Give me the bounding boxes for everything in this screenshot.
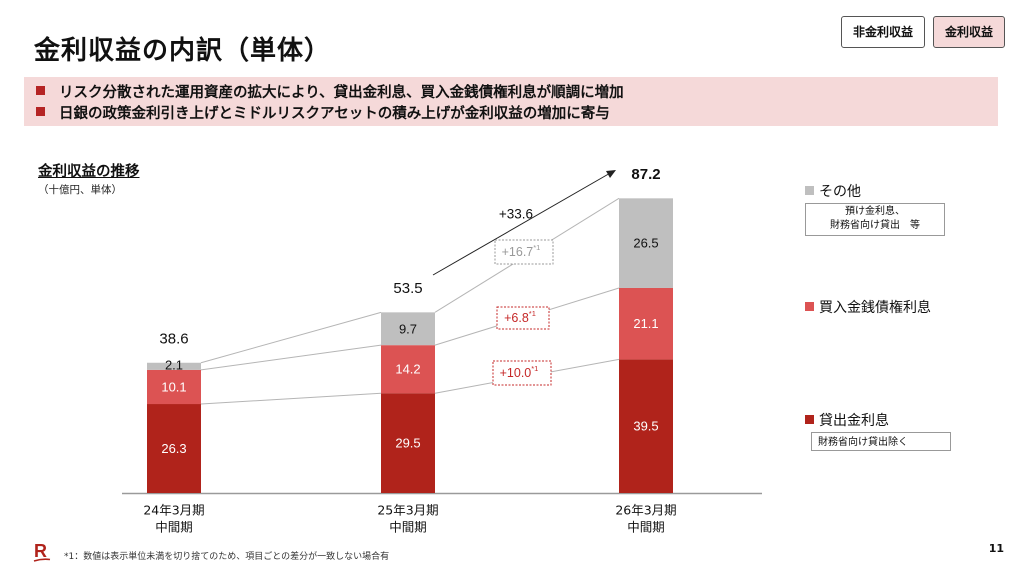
bullet-square-icon xyxy=(36,107,45,116)
connector-line xyxy=(200,344,382,371)
change-label: +16.7*1 xyxy=(502,243,541,260)
data-label: 2.1 xyxy=(165,357,183,372)
tab-interest-income[interactable]: 金利収益 xyxy=(932,16,1005,48)
data-label: 9.7 xyxy=(399,321,417,336)
chart-title: 金利収益の推移 xyxy=(38,164,140,180)
page-number: 11 xyxy=(988,542,1004,555)
data-label: 39.5 xyxy=(633,419,658,434)
legend-item-other: その他 xyxy=(805,181,861,201)
summary-bullet: 日銀の政策金利引き上げとミドルリスクアセットの積み上げが金利収益の増加に寄与 xyxy=(36,102,610,123)
bar-segment xyxy=(619,287,673,360)
bar-segment xyxy=(381,312,435,346)
category-label: 中間期 xyxy=(389,520,427,535)
bullet-square-icon xyxy=(36,86,45,95)
bar-segment xyxy=(147,404,201,493)
change-box xyxy=(494,239,554,265)
legend-note-other: 預け金利息、 財務省向け貸出 等 xyxy=(805,203,945,236)
data-label: 10.1 xyxy=(161,379,186,394)
summary-bullet: リスク分散された運用資産の拡大により、貸出金利息、買入金銭債権利息が順調に増加 xyxy=(36,81,624,102)
change-label: +10.0*1 xyxy=(500,364,539,381)
total-label: 53.5 xyxy=(393,280,422,297)
connector-line xyxy=(200,311,382,364)
legend-item-loan-interest: 貸出金利息 xyxy=(805,410,889,430)
total-label: 38.6 xyxy=(159,330,188,347)
legend-swatch-icon xyxy=(805,186,814,195)
data-label: 14.2 xyxy=(395,362,420,377)
legend-swatch-icon xyxy=(805,302,814,311)
category-label: 中間期 xyxy=(627,520,665,535)
legend-note-loan: 財務省向け貸出除く xyxy=(811,432,951,451)
category-label: 中間期 xyxy=(155,520,193,535)
total-label: 87.2 xyxy=(631,166,660,183)
change-label: +6.8*1 xyxy=(504,309,536,326)
change-box xyxy=(492,360,552,386)
category-label: 24年3月期 xyxy=(143,503,204,518)
tab-non-interest-income[interactable]: 非金利収益 xyxy=(840,16,925,48)
rakuten-logo: R xyxy=(33,541,51,562)
svg-text:R: R xyxy=(34,541,47,561)
tab-group: 非金利収益 金利収益 xyxy=(840,16,1005,48)
growth-arrow-line xyxy=(432,171,613,276)
change-box xyxy=(496,306,550,330)
bar-segment xyxy=(147,362,201,370)
data-label: 21.1 xyxy=(633,316,658,331)
data-label: 26.3 xyxy=(161,441,186,456)
chart-unit: （十億円、単体） xyxy=(38,184,122,196)
footnote: *1：数値は表示単位未満を切り捨てのため、項目ごとの差分が一致しない場合有 xyxy=(64,552,390,562)
legend-item-purchased-receivables: 買入金銭債権利息 xyxy=(805,297,931,317)
bar-segment xyxy=(619,198,673,288)
summary-box: リスク分散された運用資産の拡大により、貸出金利息、買入金銭債権利息が順調に増加 … xyxy=(24,77,998,126)
total-change-label: +33.6 xyxy=(499,207,533,222)
bar-segment xyxy=(381,345,435,394)
page-title: 金利収益の内訳（単体） xyxy=(34,36,332,66)
bar-segment xyxy=(619,359,673,493)
arrow-head-icon xyxy=(606,170,616,178)
bar-segment xyxy=(147,369,201,405)
connector-line xyxy=(200,392,382,405)
category-label: 26年3月期 xyxy=(615,503,676,518)
category-label: 25年3月期 xyxy=(377,503,438,518)
data-label: 26.5 xyxy=(633,236,658,251)
legend-swatch-icon xyxy=(805,415,814,424)
data-label: 29.5 xyxy=(395,436,420,451)
bar-segment xyxy=(381,393,435,493)
